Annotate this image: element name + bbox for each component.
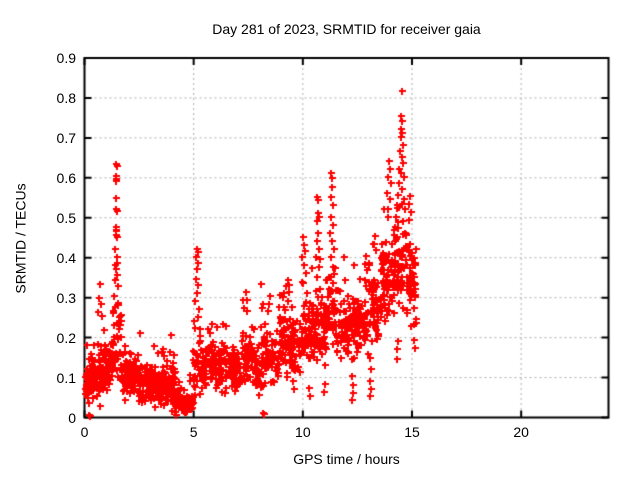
y-tick-label: 0 xyxy=(68,409,76,426)
x-tick-label: 10 xyxy=(295,424,311,440)
x-tick-label: 0 xyxy=(80,424,89,440)
y-tick-label: 0.5 xyxy=(56,209,76,226)
chart-title: Day 281 of 2023, SRMTID for receiver gai… xyxy=(212,21,481,37)
x-tick-label: 15 xyxy=(404,424,420,440)
y-tick-label: 0.1 xyxy=(56,369,76,386)
y-tick-label: 0.2 xyxy=(56,329,76,346)
y-tick-label: 0.9 xyxy=(56,50,76,66)
y-axis-label: SRMTID / TECUs xyxy=(12,183,29,294)
x-axis-label: GPS time / hours xyxy=(293,451,400,467)
y-tick-label: 0.3 xyxy=(56,289,76,306)
y-tick-label: 0.4 xyxy=(56,249,76,266)
y-tick-label: 0.6 xyxy=(56,169,76,186)
x-tick-label: 20 xyxy=(513,424,529,440)
y-tick-label: 0.7 xyxy=(56,129,76,146)
y-tick-label: 0.8 xyxy=(56,89,76,106)
x-tick-label: 5 xyxy=(189,424,198,440)
